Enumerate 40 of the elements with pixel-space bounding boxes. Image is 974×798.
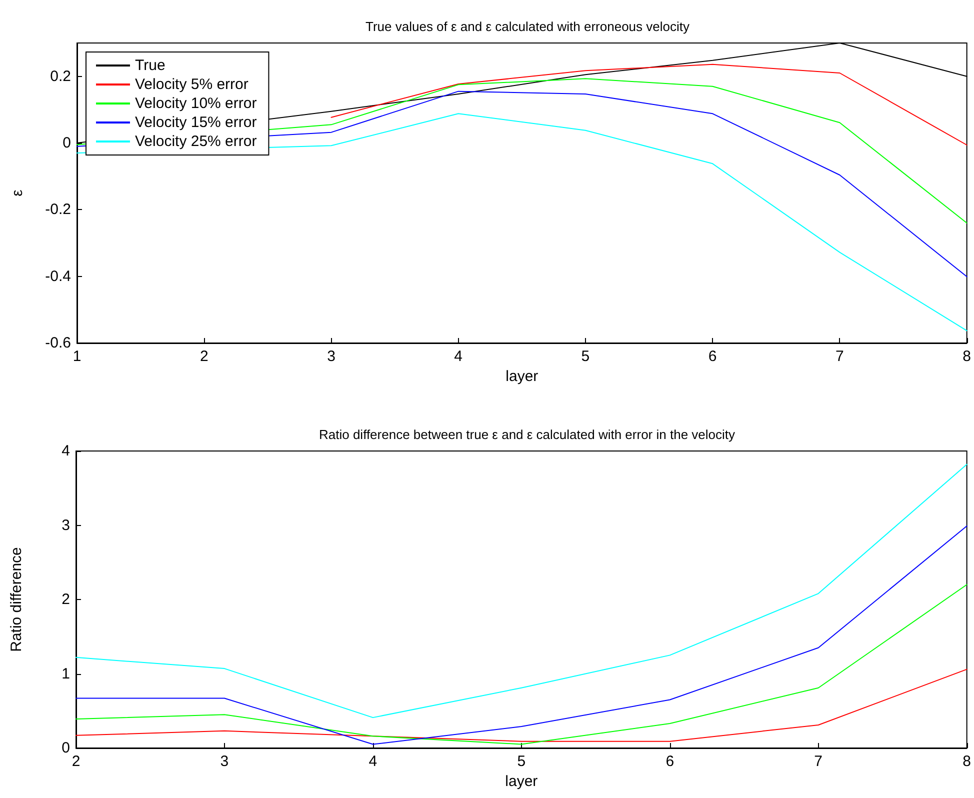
x-tick-label: 4 bbox=[454, 348, 463, 365]
x-tick-label: 5 bbox=[517, 753, 526, 770]
x-tick-label: 5 bbox=[581, 348, 590, 365]
y-tick-label: -0.4 bbox=[45, 268, 71, 285]
y-tick-label: 3 bbox=[62, 516, 70, 534]
x-tick-label: 7 bbox=[814, 753, 823, 770]
x-tick-label: 4 bbox=[368, 753, 378, 770]
y-tick-label: 4 bbox=[62, 442, 70, 460]
x-tick-label: 8 bbox=[962, 753, 971, 770]
x-tick-label: 2 bbox=[200, 348, 208, 365]
chart-title: True values of ε and ε calculated with erroneous velocity bbox=[366, 19, 690, 34]
y-tick-label: 2 bbox=[62, 591, 70, 608]
line-series bbox=[76, 584, 968, 745]
y-axis-title: Ratio difference bbox=[8, 547, 25, 652]
line-series bbox=[330, 64, 968, 146]
y-tick-label: 0 bbox=[62, 740, 70, 756]
legend-label: Velocity 25% error bbox=[135, 133, 257, 150]
x-tick-label: 1 bbox=[72, 348, 82, 365]
y-tick-label: 1 bbox=[62, 665, 70, 682]
line-series bbox=[76, 464, 968, 718]
y-tick-label: 0.2 bbox=[50, 68, 71, 85]
y-tick-label: 0 bbox=[62, 134, 71, 152]
x-tick-label: 6 bbox=[666, 753, 674, 770]
x-tick-label: 7 bbox=[836, 348, 844, 365]
x-axis-title: layer bbox=[505, 773, 538, 790]
y-axis-title: ε bbox=[9, 189, 26, 196]
line-series bbox=[76, 668, 968, 742]
y-tick-label: -0.6 bbox=[45, 334, 71, 352]
legend-label: Velocity 10% error bbox=[135, 95, 257, 112]
x-tick-label: 3 bbox=[327, 348, 336, 365]
y-tick-label: -0.2 bbox=[45, 201, 71, 218]
chart-title: Ratio difference between true ε and ε calculated with error in the velocity bbox=[318, 427, 736, 442]
line-series bbox=[76, 525, 968, 745]
legend-label: True bbox=[135, 57, 166, 74]
x-tick-label: 3 bbox=[220, 753, 229, 770]
x-tick-label: 8 bbox=[962, 348, 971, 365]
legend-label: Velocity 5% error bbox=[135, 76, 248, 93]
legend-label: Velocity 15% error bbox=[135, 114, 257, 131]
x-axis-title: layer bbox=[506, 368, 538, 385]
x-tick-label: 6 bbox=[708, 348, 717, 365]
